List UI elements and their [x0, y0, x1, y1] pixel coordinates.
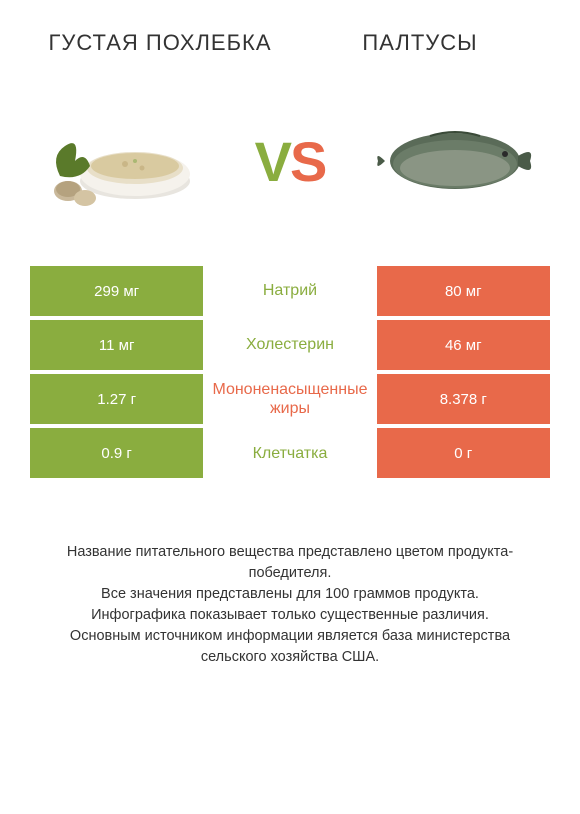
nutrition-table: 299 мг Натрий 80 мг 11 мг Холестерин 46 … [30, 266, 550, 482]
vs-v: V [255, 130, 290, 193]
table-row: 11 мг Холестерин 46 мг [30, 320, 550, 370]
right-product-title: ПАЛТУСЫ [290, 30, 550, 56]
left-value: 1.27 г [30, 374, 203, 424]
nutrient-label: Холестерин [203, 320, 376, 370]
image-row: VS [30, 106, 550, 216]
footer-line: Основным источником информации является … [40, 626, 540, 668]
table-row: 299 мг Натрий 80 мг [30, 266, 550, 316]
left-product-image [40, 106, 210, 216]
titles-row: ГУСТАЯ ПОХЛЕБКА ПАЛТУСЫ [30, 30, 550, 56]
footer-line: Все значения представлены для 100 граммо… [40, 584, 540, 605]
vs-label: VS [255, 129, 326, 194]
soup-icon [40, 106, 210, 216]
vs-s: S [290, 130, 325, 193]
right-value: 0 г [377, 428, 550, 478]
nutrient-label: Мононенасыщенные жиры [203, 374, 376, 424]
footer-line: Инфографика показывает только существенн… [40, 605, 540, 626]
right-value: 8.378 г [377, 374, 550, 424]
footer-line: Название питательного вещества представл… [40, 542, 540, 584]
left-product-title: ГУСТАЯ ПОХЛЕБКА [30, 30, 290, 56]
left-value: 0.9 г [30, 428, 203, 478]
table-row: 0.9 г Клетчатка 0 г [30, 428, 550, 478]
nutrient-label: Клетчатка [203, 428, 376, 478]
nutrient-label: Натрий [203, 266, 376, 316]
table-row: 1.27 г Мононенасыщенные жиры 8.378 г [30, 374, 550, 424]
left-value: 11 мг [30, 320, 203, 370]
footer-notes: Название питательного вещества представл… [30, 542, 550, 668]
right-value: 80 мг [377, 266, 550, 316]
right-value: 46 мг [377, 320, 550, 370]
right-product-image [370, 106, 540, 216]
left-value: 299 мг [30, 266, 203, 316]
fish-icon [370, 106, 540, 216]
